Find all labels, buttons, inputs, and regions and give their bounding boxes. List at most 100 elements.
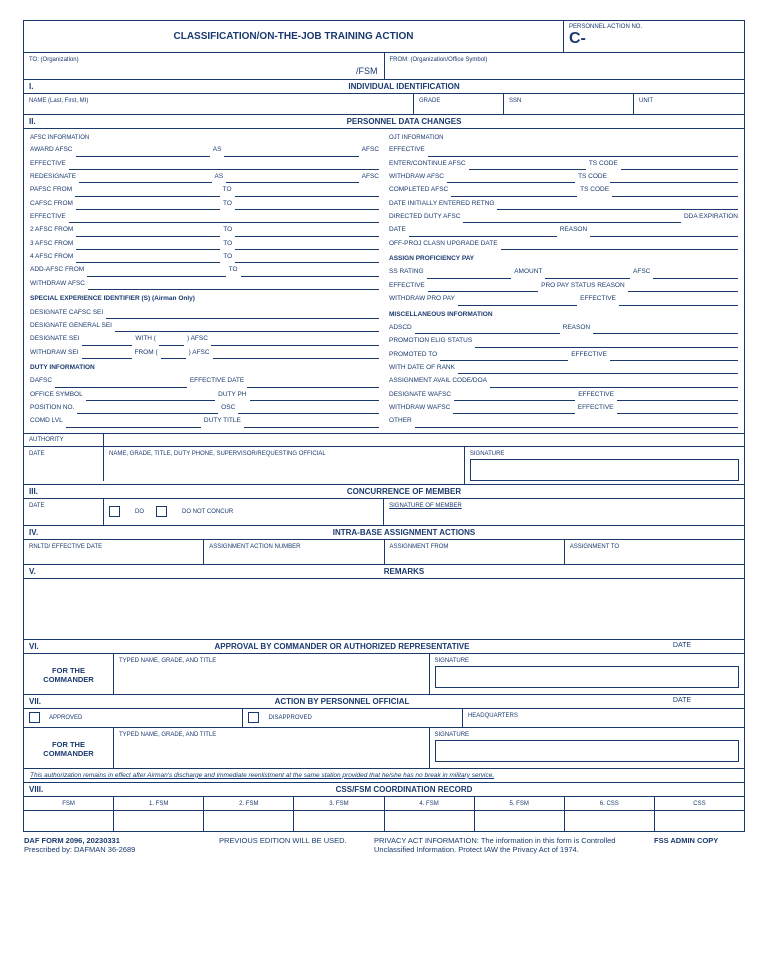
to4: TO xyxy=(223,238,232,250)
s4c1: RNLTD/ EFFECTIVE DATE xyxy=(29,544,102,550)
dnc-checkbox[interactable] xyxy=(156,506,167,517)
ts3: TS CODE xyxy=(580,184,609,196)
s1-title: INDIVIDUAL IDENTIFICATION xyxy=(64,80,744,93)
from-cell[interactable]: FROM: (Organization/Office Symbol) xyxy=(385,53,745,79)
s8-num: VIII. xyxy=(24,783,64,796)
to1: TO xyxy=(223,184,232,196)
office: OFFICE SYMBOL xyxy=(30,389,83,401)
s7-typed: TYPED NAME, GRADE, AND TITLE xyxy=(119,732,216,738)
authority-row: AUTHORITY xyxy=(24,434,744,447)
wpro: WITHDRAW PRO PAY xyxy=(389,293,455,305)
reff2: EFFECTIVE xyxy=(389,280,425,292)
amt: AMOUNT xyxy=(514,266,542,278)
privacy: PRIVACY ACT INFORMATION: The information… xyxy=(374,836,639,854)
afsc3: AFSC xyxy=(633,266,650,278)
s3-title: CONCURRENCE OF MEMBER xyxy=(64,485,744,498)
afsc2: AFSC xyxy=(362,171,379,183)
s8c4: 3. FSM xyxy=(329,801,348,807)
comd: COMD LVL xyxy=(30,415,63,427)
signature-box[interactable] xyxy=(470,459,739,481)
s6-sigbox[interactable] xyxy=(435,666,740,688)
disapproved-checkbox[interactable] xyxy=(248,712,259,723)
a2: 2 AFSC FROM xyxy=(30,224,73,236)
s7-title: ACTION BY PERSONNEL OFFICIAL xyxy=(64,695,620,708)
reff6: EFFECTIVE xyxy=(578,402,614,414)
afsc-info: AFSC INFORMATION xyxy=(30,133,379,144)
to-cell[interactable]: TO: (Organization) /FSM xyxy=(24,53,385,79)
osc: OSC xyxy=(221,402,235,414)
ts2: TS CODE xyxy=(578,171,607,183)
misc-hdr: MISCELLANEOUS INFORMATION xyxy=(389,309,738,321)
left-col: AFSC INFORMATION AWARD AFSCASAFSC EFFECT… xyxy=(30,133,379,429)
to-label: TO: (Organization) xyxy=(29,57,79,63)
promelig: PROMOTION ELIG STATUS xyxy=(389,335,472,347)
dutyt: DUTY TITLE xyxy=(204,415,241,427)
s7-num: VII. xyxy=(24,695,64,708)
to5: TO xyxy=(223,251,232,263)
s7-note: This authorization remains in effect aft… xyxy=(24,769,744,783)
s5-title: REMARKS xyxy=(64,565,744,578)
s8c6: 5. FSM xyxy=(510,801,529,807)
s8c2: 1. FSM xyxy=(149,801,168,807)
s1-num: I. xyxy=(24,80,64,93)
s3-date: DATE xyxy=(29,503,45,509)
admin-copy: FSS ADMIN COPY xyxy=(654,836,744,854)
as1: AS xyxy=(213,144,222,156)
form-number: DAF FORM 2096, 20230331 xyxy=(24,836,120,845)
s5-num: V. xyxy=(24,565,64,578)
authority-label: AUTHORITY xyxy=(24,434,104,446)
s6-date: DATE xyxy=(620,640,744,653)
dutyph: DUTY PH xyxy=(218,389,246,401)
pan-value: C- xyxy=(569,30,739,48)
assign-prof: ASSIGN PROFICIENCY PAY xyxy=(389,253,738,265)
to3: TO xyxy=(223,224,232,236)
rreason: REASON xyxy=(560,224,587,236)
deswafsc: DESIGNATE WAFSC xyxy=(389,389,451,401)
a3: 3 AFSC FROM xyxy=(30,238,73,250)
approved-checkbox[interactable] xyxy=(29,712,40,723)
s6-row: FOR THE COMMANDER TYPED NAME, GRADE, AND… xyxy=(24,654,744,695)
ssr: SS RATING xyxy=(389,266,424,278)
reff5: EFFECTIVE xyxy=(578,389,614,401)
dateinit: DATE INITIALLY ENTERED RETNG xyxy=(389,198,494,210)
s3-num: III. xyxy=(24,485,64,498)
s1-fields: NAME (Last, First, MI) GRADE SSN UNIT xyxy=(24,94,744,115)
s8c7: 6. CSS xyxy=(600,801,619,807)
s8c1: FSM xyxy=(62,801,75,807)
wafsc: WITHDRAW AFSC xyxy=(30,278,85,290)
s6-typed: TYPED NAME, GRADE, AND TITLE xyxy=(119,658,216,664)
remarks-body[interactable] xyxy=(24,579,744,640)
s2-title: PERSONNEL DATA CHANGES xyxy=(64,115,744,128)
s7-sigbox[interactable] xyxy=(435,740,740,762)
right-col: OJT INFORMATION EFFECTIVE ENTER/CONTINUE… xyxy=(389,133,738,429)
directed: DIRECTED DUTY AFSC xyxy=(389,211,460,223)
offproj: OFF-PROJ CLASN UPGRADE DATE xyxy=(389,238,498,250)
s3-sig: SIGNATURE OF MEMBER xyxy=(389,503,462,509)
compafsc: COMPLETED AFSC xyxy=(389,184,448,196)
s7-for: FOR THE COMMANDER xyxy=(24,728,114,768)
do-checkbox[interactable] xyxy=(109,506,120,517)
auth-sig: SIGNATURE xyxy=(470,451,505,457)
ts1: TS CODE xyxy=(589,158,618,170)
addafsc: ADD-AFSC FROM xyxy=(30,264,84,276)
afsc1: AFSC xyxy=(362,144,379,156)
ojt-info: OJT INFORMATION xyxy=(389,133,738,144)
s4c2: ASSIGNMENT ACTION NUMBER xyxy=(209,544,300,550)
section-8-header: VIII. CSS/FSM COORDINATION RECORD xyxy=(24,783,744,797)
adscd: ADSCD xyxy=(389,322,412,334)
reff4: EFFECTIVE xyxy=(571,349,607,361)
other: OTHER xyxy=(389,415,412,427)
auth-name: NAME, GRADE, TITLE, DUTY PHONE, SUPERVIS… xyxy=(109,451,326,457)
promoted: PROMOTED TO xyxy=(389,349,437,361)
dda: DDA EXPIRATION xyxy=(684,211,738,223)
s2-num: II. xyxy=(24,115,64,128)
sei-hdr: SPECIAL EXPERIENCE IDENTIFIER (S) (Airma… xyxy=(30,293,379,305)
s7-date: DATE xyxy=(620,695,744,708)
s2-body: AFSC INFORMATION AWARD AFSC AS AFSC EFFECT… xyxy=(24,129,744,434)
s8-headers: FSM 1. FSM 2. FSM 3. FSM 4. FSM 5. FSM 6… xyxy=(24,797,744,811)
award-afsc: AWARD AFSC xyxy=(30,144,73,156)
assav: ASSIGNMENT AVAIL CODE/DOA xyxy=(389,375,487,387)
s8c3: 2. FSM xyxy=(239,801,258,807)
from-label: FROM: (Organization/Office Symbol) xyxy=(390,57,488,63)
section-1-header: I. INDIVIDUAL IDENTIFICATION xyxy=(24,80,744,94)
